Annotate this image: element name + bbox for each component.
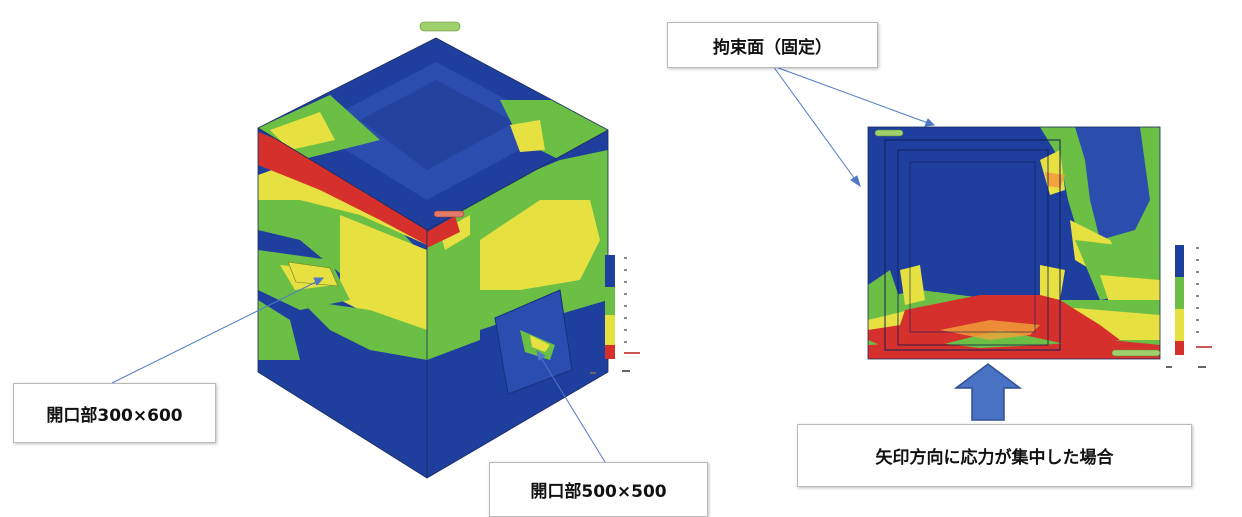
leader-line-opening-300x600 xyxy=(111,280,319,384)
callout-constraint-face-label: 拘束面（固定） xyxy=(713,37,832,58)
color-legend-left xyxy=(590,255,640,374)
callout-stress-direction: 矢印方向に応力が集中した場合 xyxy=(797,424,1192,487)
plan-tag-top xyxy=(874,129,904,137)
leader-line-constraint-top xyxy=(772,65,929,124)
model-tag-top xyxy=(419,21,461,32)
callout-opening-300x600: 開口部300×600 xyxy=(13,383,216,443)
model-tag-max xyxy=(433,210,465,218)
leader-lines xyxy=(111,65,936,463)
leader-line-constraint-side xyxy=(772,65,858,183)
stress-direction-arrow xyxy=(953,363,1023,421)
callout-stress-direction-label: 矢印方向に応力が集中した場合 xyxy=(875,448,1114,468)
cube-top-face xyxy=(258,38,608,230)
callout-constraint-face: 拘束面（固定） xyxy=(667,22,878,68)
leader-line-opening-500x500 xyxy=(539,355,606,463)
callout-opening-300x600-label: 開口部300×600 xyxy=(46,405,183,426)
isometric-cube-model xyxy=(257,21,609,479)
color-legend-right xyxy=(1166,245,1212,368)
cube-right-face xyxy=(427,130,608,478)
plan-view-model xyxy=(867,126,1161,360)
plan-tag-bottom xyxy=(1111,349,1161,357)
callout-opening-500x500: 開口部500×500 xyxy=(489,462,708,517)
opening-300x600 xyxy=(287,261,339,287)
callout-opening-500x500-label: 開口部500×500 xyxy=(530,482,667,502)
